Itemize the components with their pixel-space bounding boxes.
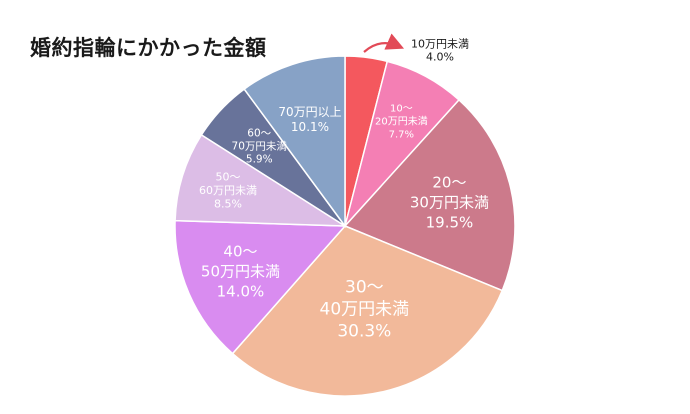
slice-category: 20万円未満	[375, 116, 428, 128]
slice-label: 50～ 60万円未満 8.5%	[199, 170, 257, 210]
slice-category: 40～	[223, 242, 257, 260]
slice-category: 10万円未満	[411, 37, 469, 50]
slice-percent: 5.9%	[246, 154, 273, 166]
slice-label: 30～ 40万円未満 30.3%	[320, 278, 410, 342]
callout-arrow	[363, 33, 405, 53]
slice-category: 40万円未満	[320, 300, 410, 320]
pie-slice	[231, 225, 504, 397]
pie-slice	[174, 219, 347, 355]
slice-percent: 10.1%	[291, 120, 329, 134]
pie-slice	[174, 133, 348, 227]
chart-title: 婚約指輪にかかった金額	[30, 36, 267, 60]
pie-slices	[174, 55, 516, 397]
slice-label: 10万円未満 4.0%	[411, 37, 469, 63]
slice-category: 70万円以上	[278, 105, 341, 119]
slice-percent: 30.3%	[337, 322, 391, 342]
slice-percent: 4.0%	[426, 50, 454, 63]
slice-label: 40～ 50万円未満 14.0%	[201, 242, 280, 300]
slice-category: 60万円未満	[199, 184, 257, 197]
slice-category: 50万円未満	[201, 262, 280, 280]
slice-category: 10～	[390, 104, 413, 115]
slice-percent: 7.7%	[389, 130, 414, 141]
slice-percent: 8.5%	[214, 197, 242, 210]
slice-label: 60～ 70万円未満 5.9%	[232, 128, 288, 166]
slice-label: 20～ 30万円未満 19.5%	[410, 174, 489, 232]
slice-label: 70万円以上 10.1%	[278, 105, 341, 134]
slice-category: 30～	[345, 278, 384, 298]
slice-category: 70万円未満	[232, 141, 288, 153]
slice-category: 30万円未満	[410, 194, 489, 212]
slice-label: 10～ 20万円未満 7.7%	[375, 104, 428, 141]
slice-category: 20～	[432, 174, 466, 192]
pie-labels: 10万円未満 4.0% 10～ 20万円未満 7.7% 20～ 30万円未満 19.5% 30～…	[199, 37, 489, 341]
slice-percent: 14.0%	[217, 282, 265, 300]
slice-category: 50～	[216, 170, 241, 183]
slice-percent: 19.5%	[426, 214, 474, 232]
slice-category: 60～	[247, 128, 271, 140]
pie-slice	[243, 55, 346, 229]
